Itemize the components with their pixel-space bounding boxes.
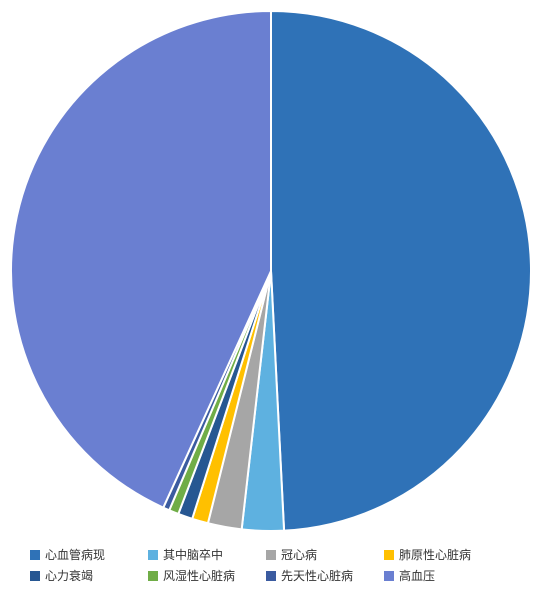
legend-row: 心力衰竭 风湿性心脏病 先天性心脏病 高血压 <box>30 567 530 584</box>
pie-slice <box>271 11 531 531</box>
legend-label: 肺原性心脏病 <box>399 546 471 563</box>
legend-item: 心血管病现 <box>30 546 148 563</box>
legend-swatch <box>266 550 276 560</box>
legend-swatch <box>148 571 158 581</box>
chart-container: 心血管病现 其中脑卒中 冠心病 肺原性心脏病 心力衰竭 风湿性心脏病 先天性心脏… <box>0 0 542 597</box>
legend-row: 心血管病现 其中脑卒中 冠心病 肺原性心脏病 <box>30 546 530 563</box>
legend-swatch <box>30 571 40 581</box>
legend-swatch <box>384 571 394 581</box>
legend-item: 先天性心脏病 <box>266 567 384 584</box>
legend-label: 先天性心脏病 <box>281 567 353 584</box>
legend-item: 肺原性心脏病 <box>384 546 502 563</box>
legend-item: 冠心病 <box>266 546 384 563</box>
legend-item: 其中脑卒中 <box>148 546 266 563</box>
legend-label: 心力衰竭 <box>45 567 93 584</box>
legend-label: 高血压 <box>399 567 435 584</box>
legend-label: 风湿性心脏病 <box>163 567 235 584</box>
legend-label: 冠心病 <box>281 546 317 563</box>
legend-item: 风湿性心脏病 <box>148 567 266 584</box>
legend-swatch <box>266 571 276 581</box>
legend-item: 高血压 <box>384 567 502 584</box>
legend-item: 心力衰竭 <box>30 567 148 584</box>
legend-label: 心血管病现 <box>45 546 105 563</box>
legend: 心血管病现 其中脑卒中 冠心病 肺原性心脏病 心力衰竭 风湿性心脏病 先天性心脏… <box>30 546 530 588</box>
legend-swatch <box>30 550 40 560</box>
pie-chart <box>0 0 542 542</box>
legend-swatch <box>384 550 394 560</box>
legend-label: 其中脑卒中 <box>163 546 223 563</box>
legend-swatch <box>148 550 158 560</box>
